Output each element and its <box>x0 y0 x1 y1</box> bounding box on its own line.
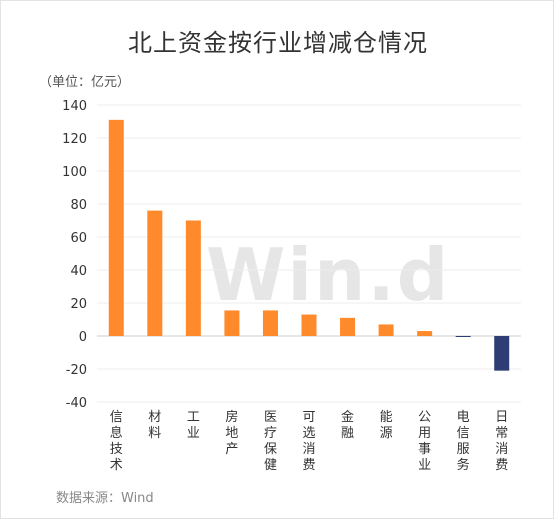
source-note: 数据来源：Wind <box>56 491 154 506</box>
x-tick-label: 材料 <box>148 410 161 441</box>
bar <box>340 317 356 336</box>
bar <box>378 324 394 336</box>
unit-label: （单位：亿元） <box>39 75 131 90</box>
y-tick-label: 120 <box>62 132 87 147</box>
x-tick-label: 房地产 <box>225 409 238 457</box>
y-tick-label: 80 <box>70 198 87 213</box>
bar <box>147 210 163 336</box>
y-tick-label: 60 <box>70 231 87 246</box>
bar <box>301 314 317 336</box>
y-tick-label: 140 <box>62 99 87 114</box>
y-tick-label: 20 <box>70 297 87 312</box>
bar <box>417 331 433 336</box>
y-tick-label: -20 <box>66 363 87 378</box>
x-tick-label: 电信服务 <box>457 410 470 473</box>
y-tick-label: 0 <box>79 330 87 345</box>
x-tick-label: 日常消费 <box>495 410 508 473</box>
x-tick-label: 能源 <box>380 410 393 441</box>
bar <box>185 220 201 336</box>
x-tick-label: 信息技术 <box>110 410 123 473</box>
bar <box>108 119 124 336</box>
bar <box>455 336 471 337</box>
y-tick-label: -40 <box>66 396 87 411</box>
x-tick-label: 公用事业 <box>418 410 431 473</box>
x-tick-label: 医疗保健 <box>264 410 277 473</box>
bar <box>262 310 278 336</box>
x-tick-label: 可选消费 <box>302 410 315 473</box>
bar <box>224 310 240 336</box>
chart-title: 北上资金按行业增减仓情况 <box>128 29 428 57</box>
y-tick-label: 40 <box>70 264 87 279</box>
x-tick-label: 工业 <box>187 410 200 441</box>
y-tick-label: 100 <box>62 165 87 180</box>
bar <box>494 336 510 371</box>
x-tick-label: 金融 <box>341 409 354 441</box>
